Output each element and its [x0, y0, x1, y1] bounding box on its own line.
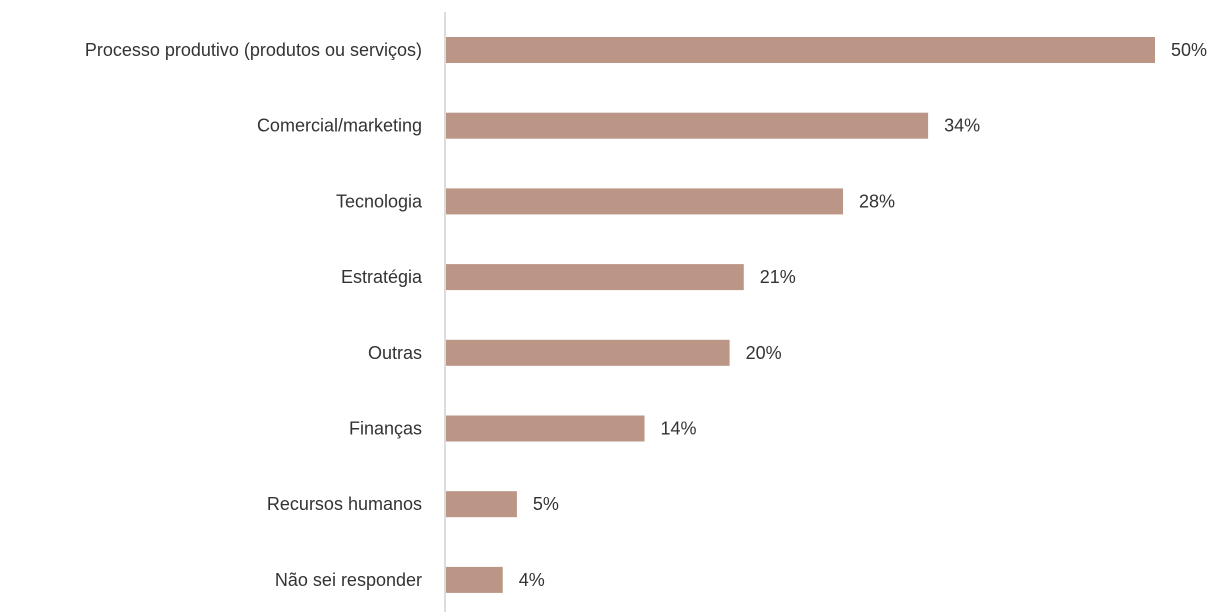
category-label: Finanças [349, 419, 422, 439]
category-label: Estratégia [341, 267, 423, 287]
category-label: Comercial/marketing [257, 116, 422, 136]
category-label: Processo produtivo (produtos ou serviços… [85, 40, 422, 60]
value-label: 34% [944, 116, 980, 136]
value-label: 50% [1171, 40, 1207, 60]
value-label: 20% [746, 343, 782, 363]
bar [446, 264, 744, 291]
bar [446, 188, 844, 215]
bar [446, 415, 645, 442]
bar [446, 566, 503, 593]
value-label: 28% [859, 191, 895, 211]
bar [446, 37, 1155, 63]
bar [446, 112, 929, 139]
category-label: Não sei responder [275, 570, 422, 590]
category-label: Recursos humanos [267, 494, 422, 514]
value-label: 21% [760, 267, 796, 287]
category-label: Tecnologia [336, 191, 423, 211]
bar [446, 339, 730, 366]
category-label: Outras [368, 343, 422, 363]
bar [446, 491, 517, 518]
value-label: 4% [519, 570, 545, 590]
value-label: 5% [533, 494, 559, 514]
bars-group [446, 37, 1155, 593]
labels-group: Processo produtivo (produtos ou serviços… [85, 40, 1207, 590]
value-label: 14% [661, 419, 697, 439]
